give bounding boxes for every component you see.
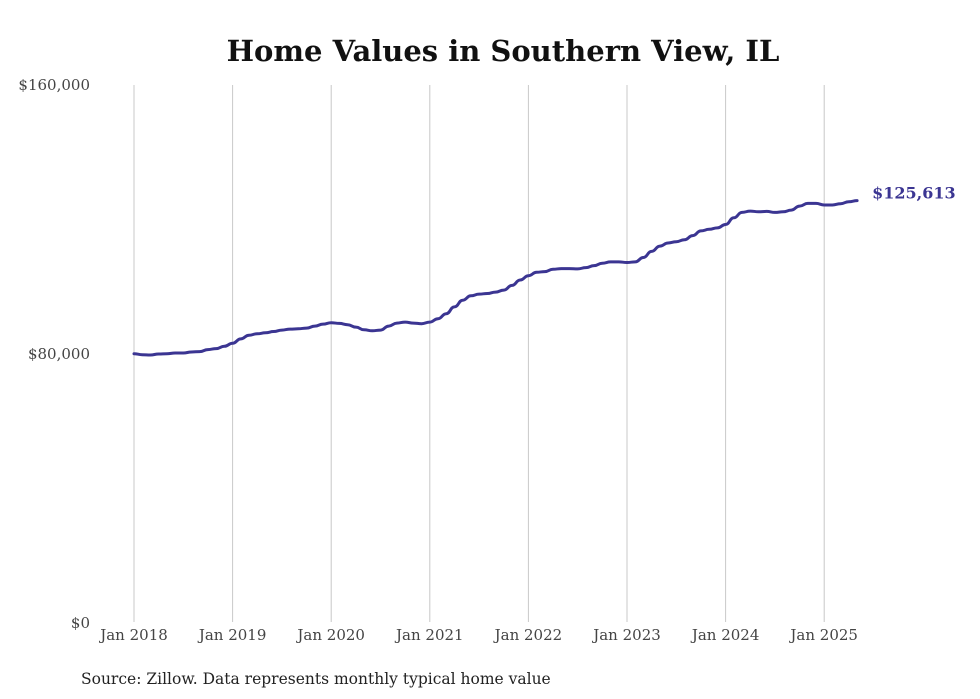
y-tick-label: $80,000 [28, 345, 90, 363]
source-note: Source: Zillow. Data represents monthly … [81, 670, 551, 688]
y-tick-label: $0 [71, 614, 90, 632]
x-tick-label: Jan 2021 [394, 626, 464, 644]
x-tick-label: Jan 2022 [493, 626, 563, 644]
x-tick-label: Jan 2019 [197, 626, 267, 644]
x-axis-ticks: Jan 2018 Jan 2019 Jan 2020 Jan 2021 Jan 2022… [98, 626, 858, 644]
gridlines [133, 85, 825, 622]
chart-title: Home Values in Southern View, IL [227, 34, 780, 68]
x-tick-label: Jan 2023 [591, 626, 661, 644]
y-tick-label: $160,000 [18, 76, 90, 94]
home-value-line [132, 199, 859, 357]
latest-value-label: $125,613 [872, 184, 956, 203]
y-axis-ticks: $160,000 $80,000 $0 [18, 76, 90, 632]
x-tick-label: Jan 2020 [295, 626, 365, 644]
x-tick-label: Jan 2018 [98, 626, 168, 644]
x-tick-label: Jan 2025 [788, 626, 858, 644]
x-tick-label: Jan 2024 [690, 626, 760, 644]
